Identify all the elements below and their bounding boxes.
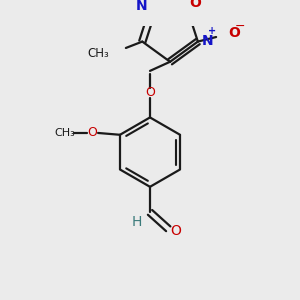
Text: O: O [88, 125, 98, 139]
Text: O: O [189, 0, 201, 11]
Text: O: O [228, 26, 240, 40]
Text: CH₃: CH₃ [88, 47, 110, 60]
Text: N: N [202, 34, 213, 48]
Text: O: O [145, 86, 155, 99]
Text: CH₃: CH₃ [54, 128, 75, 138]
Text: +: + [208, 26, 217, 36]
Text: −: − [235, 20, 245, 33]
Text: N: N [136, 0, 147, 13]
Text: O: O [170, 224, 181, 238]
Text: H: H [132, 214, 142, 229]
